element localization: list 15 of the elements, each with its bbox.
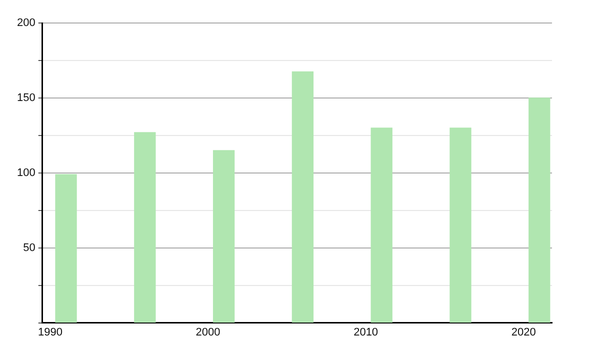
bar bbox=[134, 132, 156, 323]
bar bbox=[528, 98, 550, 323]
y-tick-label: 100 bbox=[16, 166, 36, 179]
x-tick-label: 1990 bbox=[38, 326, 62, 338]
bar bbox=[450, 128, 472, 323]
y-tick-label: 150 bbox=[16, 92, 36, 104]
y-tick-label: 200 bbox=[16, 17, 36, 30]
bar bbox=[292, 71, 314, 323]
y-tick-label: 50 bbox=[23, 242, 36, 254]
x-tick-label: 2010 bbox=[354, 326, 378, 338]
bar bbox=[370, 128, 392, 323]
bar bbox=[55, 174, 77, 323]
bar bbox=[212, 150, 235, 323]
x-tick-label: 2020 bbox=[511, 326, 536, 338]
x-tick-label: 2000 bbox=[196, 326, 220, 338]
